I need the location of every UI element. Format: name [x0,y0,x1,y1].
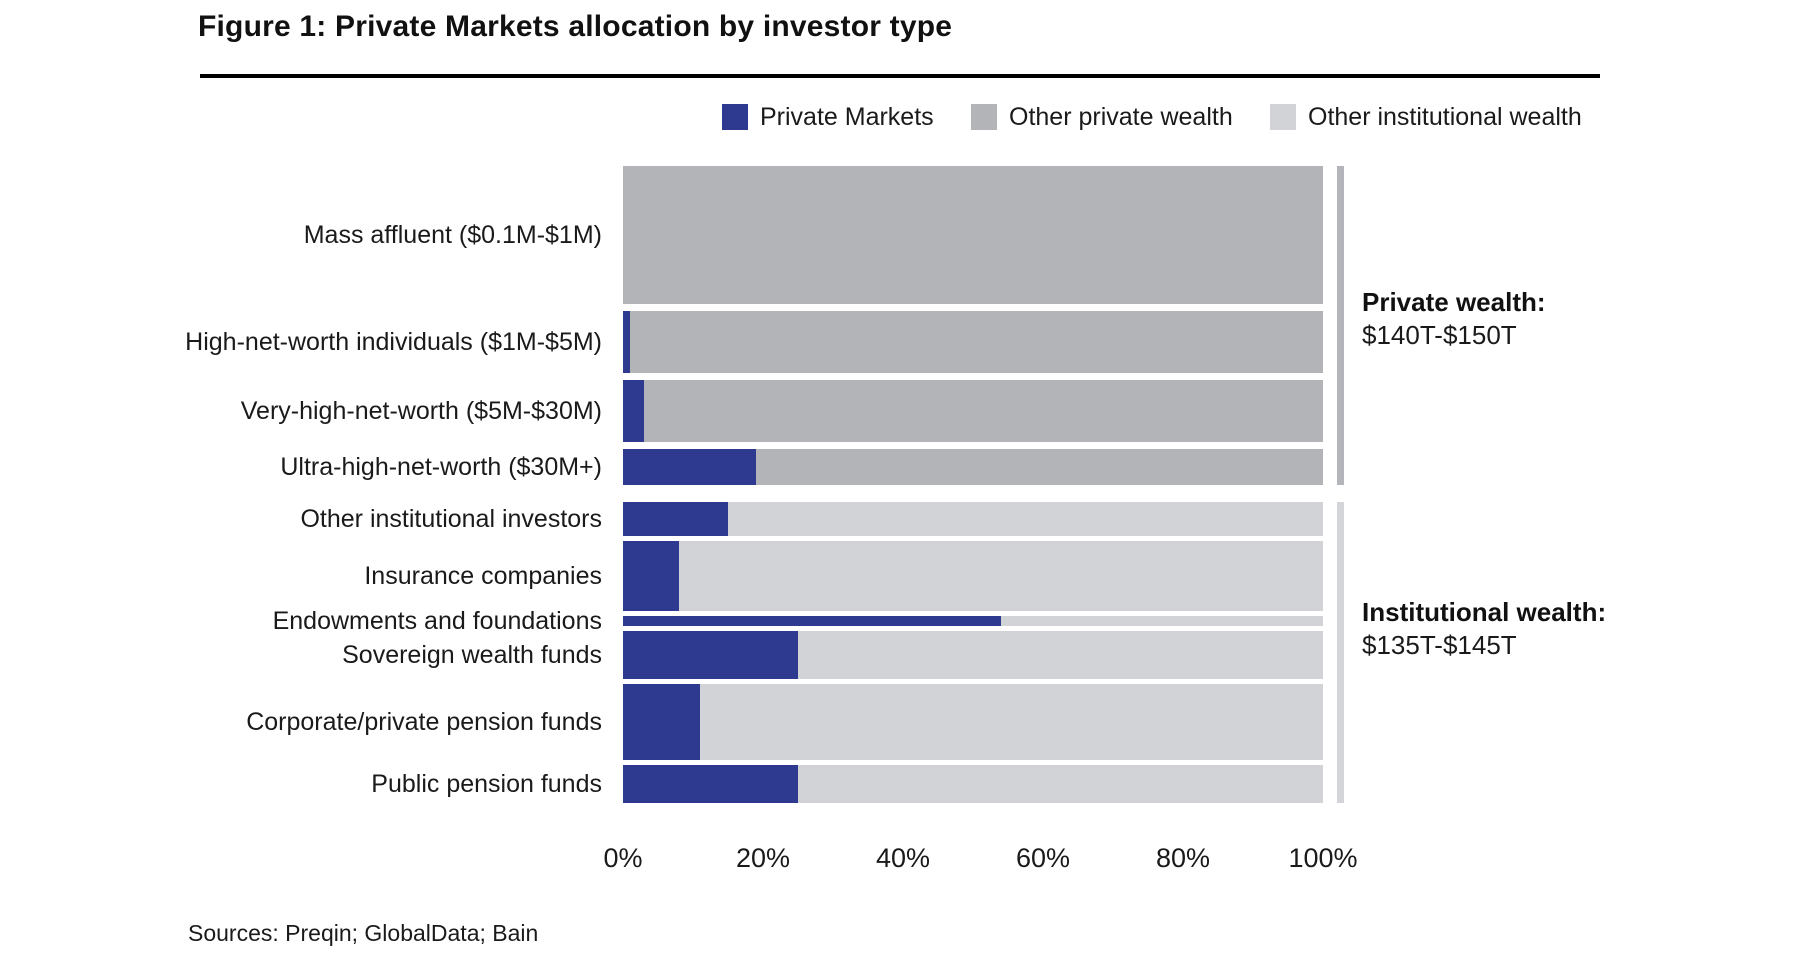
institutional-group-bracket [1337,502,1344,803]
private-markets-segment [623,684,700,760]
row-label: Mass affluent ($0.1M-$1M) [303,221,602,249]
private-markets-segment [623,502,728,536]
legend-swatch-icon [971,104,997,130]
row-label: Endowments and foundations [272,607,602,635]
other-wealth-segment [679,541,1323,611]
bar-row [623,449,1323,485]
bar-row [623,631,1323,679]
bar-row [623,616,1323,626]
legend-swatch-icon [1270,104,1296,130]
private-wealth-range: $140T-$150T [1362,320,1517,350]
x-axis-tick: 40% [875,843,931,873]
private-group-bracket [1337,166,1344,485]
sources-note: Sources: Preqin; GlobalData; Bain [188,920,539,946]
x-axis-tick: 20% [735,843,791,873]
bar-row [623,765,1323,803]
legend-label: Private Markets [760,102,934,131]
legend-label: Other private wealth [1009,102,1233,131]
other-wealth-segment [644,380,1323,442]
private-wealth-label: Private wealth: [1362,287,1546,317]
x-axis-tick: 0% [603,843,643,873]
private-markets-segment [623,765,798,803]
legend-item: Private Markets [722,103,934,131]
row-label: Ultra-high-net-worth ($30M+) [280,453,602,481]
bar-row [623,380,1323,442]
bar-row [623,502,1323,536]
institutional-wealth-range: $135T-$145T [1362,630,1517,660]
private-markets-segment [623,380,644,442]
other-wealth-segment [623,166,1323,304]
private-wealth-annotation: Private wealth: $140T-$150T [1362,286,1546,352]
legend-label: Other institutional wealth [1308,102,1582,131]
institutional-wealth-label: Institutional wealth: [1362,597,1607,627]
private-markets-segment [623,541,679,611]
figure-title: Figure 1: Private Markets allocation by … [198,10,953,43]
other-wealth-segment [756,449,1323,485]
x-axis-tick: 60% [1015,843,1071,873]
row-label: Very-high-net-worth ($5M-$30M) [240,397,602,425]
chart-legend: Private Markets Other private wealth Other… [0,103,1803,133]
row-label: Public pension funds [371,770,602,798]
private-markets-segment [623,616,1001,626]
bar-row [623,311,1323,373]
row-label: Sovereign wealth funds [342,641,602,669]
bar-row [623,541,1323,611]
legend-swatch-icon [722,104,748,130]
x-axis-tick: 80% [1155,843,1211,873]
x-axis-tick: 100% [1288,843,1358,873]
bar-row [623,684,1323,760]
other-wealth-segment [798,765,1323,803]
row-label: High-net-worth individuals ($1M-$5M) [185,328,602,356]
row-label: Other institutional investors [300,505,602,533]
other-wealth-segment [630,311,1323,373]
bar-row [623,166,1323,304]
other-wealth-segment [798,631,1323,679]
private-markets-segment [623,449,756,485]
private-markets-segment [623,311,630,373]
private-markets-segment [623,631,798,679]
institutional-wealth-annotation: Institutional wealth: $135T-$145T [1362,596,1606,662]
title-rule [200,74,1600,78]
legend-item: Other institutional wealth [1270,103,1582,131]
other-wealth-segment [700,684,1323,760]
x-axis: 0% 20% 40% 60% 80% 100% [0,843,1803,877]
row-label: Insurance companies [364,562,602,590]
other-wealth-segment [728,502,1323,536]
row-label: Corporate/private pension funds [246,708,602,736]
legend-item: Other private wealth [971,103,1233,131]
other-wealth-segment [1001,616,1323,626]
